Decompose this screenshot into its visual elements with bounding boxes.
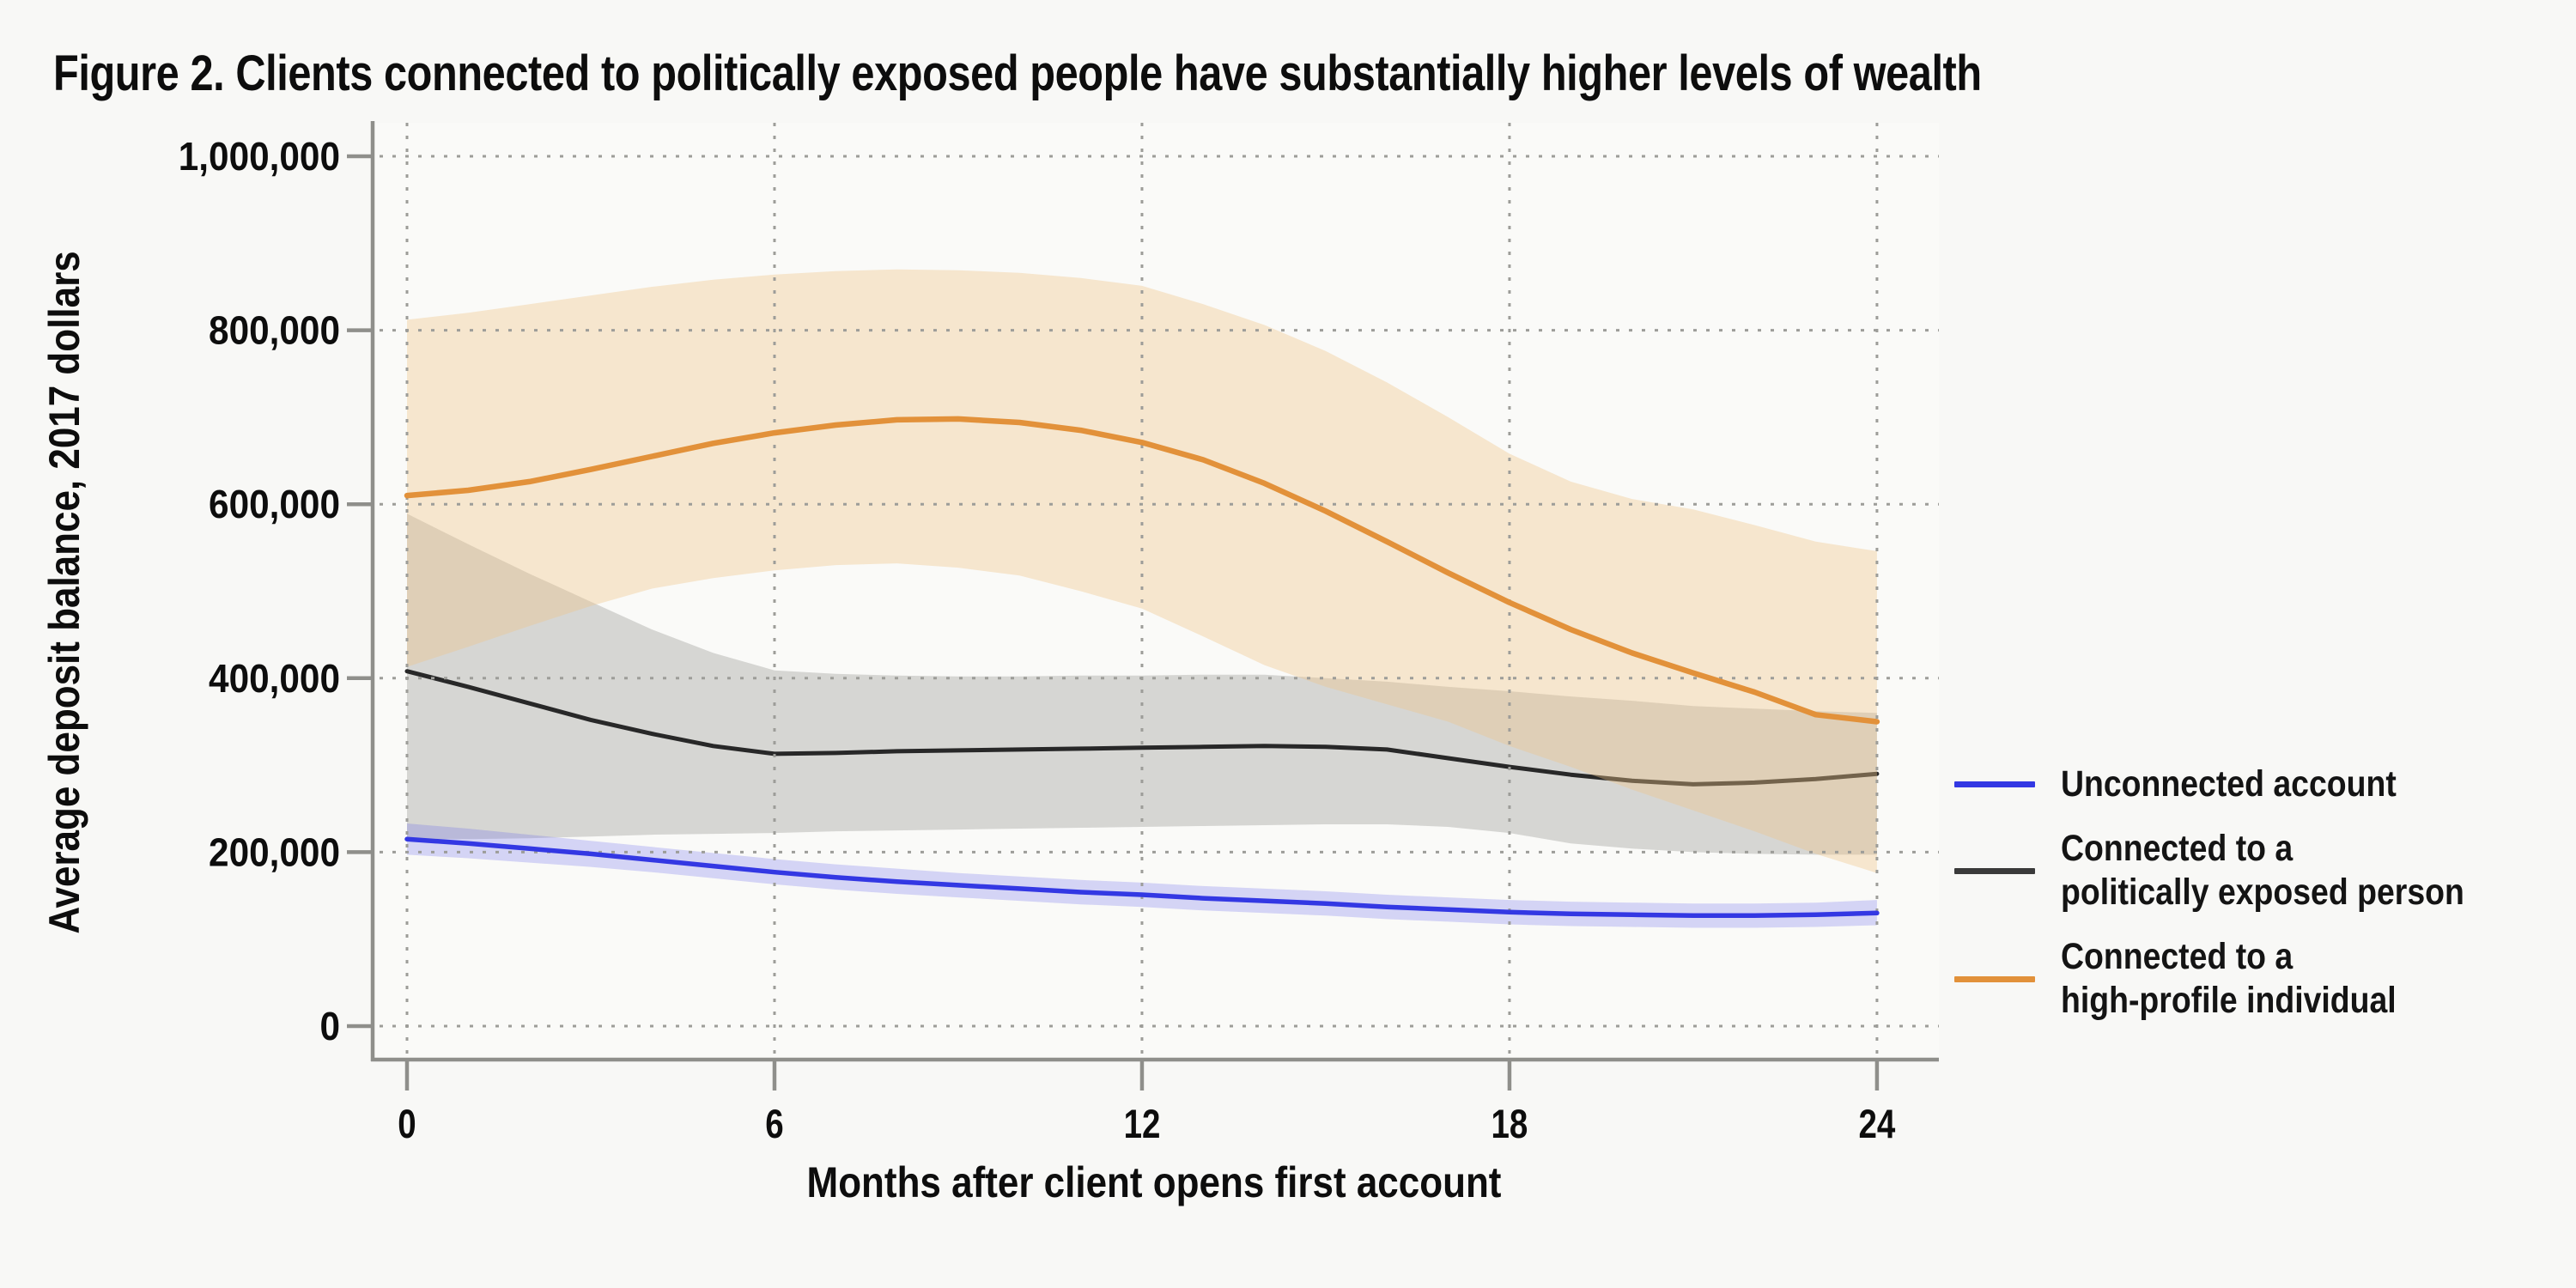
pep-line-swatch xyxy=(1954,867,2035,874)
gridlines-layer xyxy=(380,123,1939,1054)
unconnected-line-swatch xyxy=(1954,781,2035,787)
unconnected-confidence-band xyxy=(407,823,1877,928)
unconnected-line xyxy=(404,836,1880,919)
plot-area-background xyxy=(373,123,1939,1060)
y-tick-label: 800,000 xyxy=(209,309,340,353)
series-lines-layer xyxy=(404,416,1880,919)
y-tick-label: 0 xyxy=(319,1005,340,1048)
legend-item-pep: Connected to a politically exposed perso… xyxy=(1954,827,2524,914)
legend-label-line: politically exposed person xyxy=(2061,872,2464,913)
x-tick-label: 0 xyxy=(398,1102,416,1146)
y-tick-label: 1,000,000 xyxy=(179,135,340,179)
tick-labels-layer: 0 200,000 400,000 600,000 800,000 1,000,000 0 6… xyxy=(179,135,1896,1147)
legend-label-line: high-profile individual xyxy=(2061,980,2397,1021)
pep-line-layer xyxy=(404,669,1880,787)
legend-item-unconnected: Unconnected account xyxy=(1954,762,2524,806)
y-tick-label: 600,000 xyxy=(209,483,340,527)
x-tick-label: 24 xyxy=(1858,1102,1895,1146)
x-tick-label: 12 xyxy=(1124,1102,1161,1146)
legend-label-line: Unconnected account xyxy=(2061,763,2397,805)
y-axis-title: Average deposit balance, 2017 dollars xyxy=(39,251,88,933)
chart-legend: Unconnected account Connected to a polit… xyxy=(1954,762,2524,1023)
high-profile-line-swatch xyxy=(1954,975,2035,982)
legend-label-line: Connected to a xyxy=(2061,936,2293,977)
axes-layer xyxy=(347,121,1939,1091)
legend-label-unconnected: Unconnected account xyxy=(2061,762,2397,806)
legend-label-pep: Connected to a politically exposed perso… xyxy=(2061,827,2464,914)
legend-item-high-profile: Connected to a high-profile individual xyxy=(1954,935,2524,1023)
high-profile-line xyxy=(404,416,1880,725)
y-tick-label: 400,000 xyxy=(209,657,340,701)
pep-line xyxy=(404,669,1880,787)
y-tick-label: 200,000 xyxy=(209,831,340,875)
page-title: Figure 2. Clients connected to political… xyxy=(53,46,1982,101)
legend-label-line: Connected to a xyxy=(2061,828,2293,869)
x-tick-label: 18 xyxy=(1491,1102,1528,1146)
x-tick-label: 6 xyxy=(765,1102,783,1146)
x-axis-title: Months after client opens first account xyxy=(807,1157,1502,1206)
legend-label-high-profile: Connected to a high-profile individual xyxy=(2061,935,2397,1023)
